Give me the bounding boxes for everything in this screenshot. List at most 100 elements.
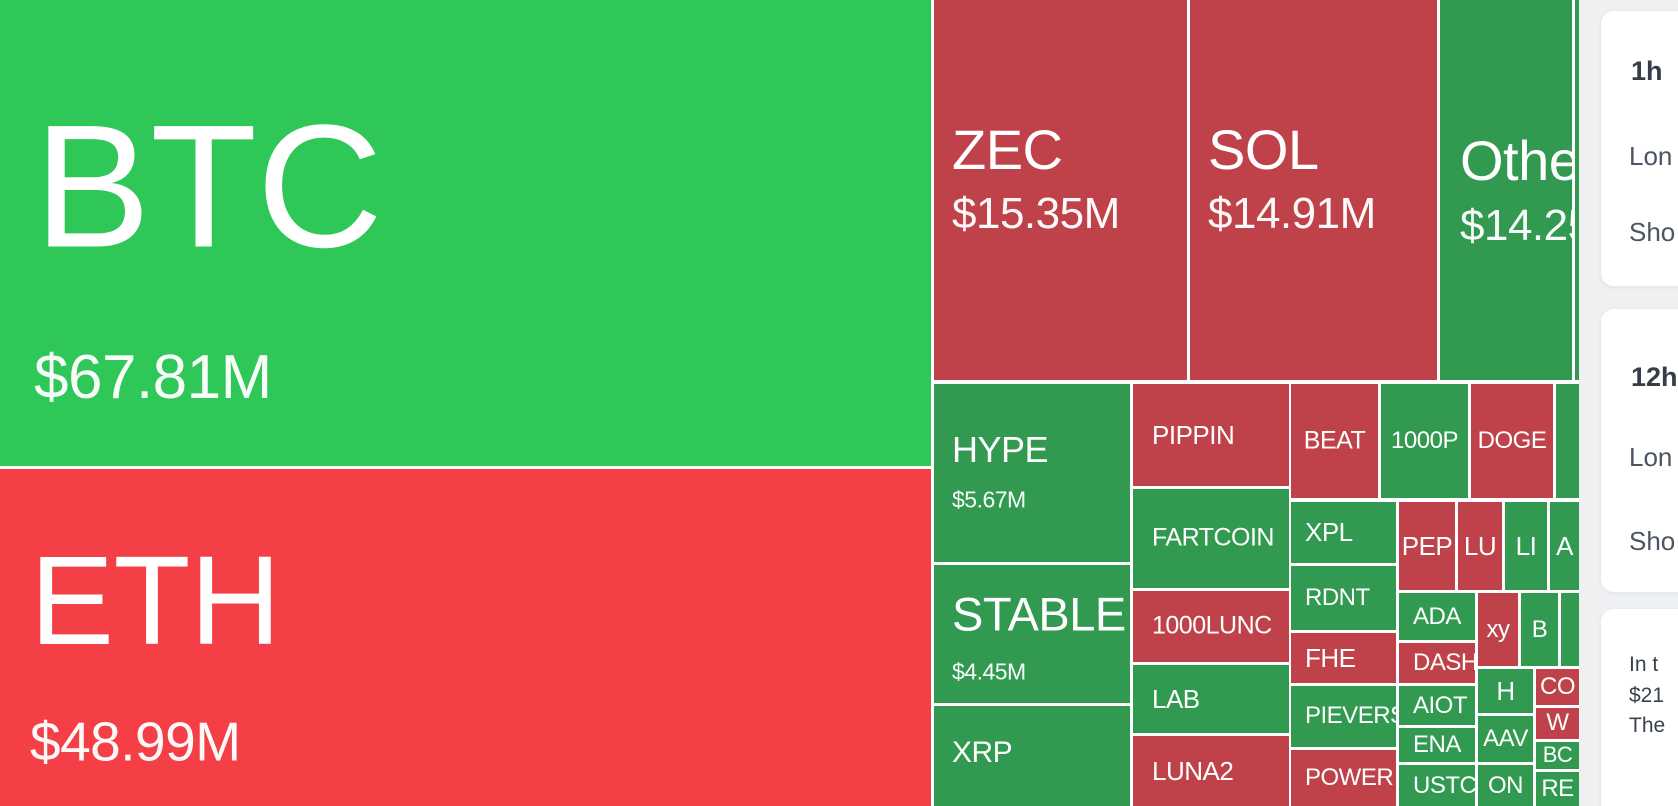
treemap-tile-lab[interactable]: LAB [1133, 665, 1289, 733]
tile-symbol: XPL [1305, 517, 1353, 547]
card-period-label: 12h [1631, 362, 1678, 392]
long-liquidations-label: Lon [1629, 442, 1673, 472]
treemap-tile-fartcoin[interactable]: FARTCOIN [1133, 489, 1289, 588]
treemap-tile-aiot[interactable]: AIOT [1399, 686, 1475, 725]
tile-symbol: H [1496, 676, 1515, 706]
treemap-tile-ustc[interactable]: USTC [1399, 765, 1475, 806]
treemap-tile-xrp[interactable]: XRP [934, 706, 1130, 806]
stats-card-1h: 1h Lon Sho [1600, 10, 1678, 287]
tile-liquidation-value: $67.81M [34, 343, 272, 412]
treemap-tile-ada[interactable]: ADA [1399, 593, 1475, 640]
tile-symbol: W [1546, 709, 1569, 736]
tile-liquidation-value: $4.45M [952, 658, 1026, 685]
tile-liquidation-value: $48.99M [30, 710, 241, 773]
treemap-tile-sol[interactable]: SOL $14.91M [1190, 0, 1437, 380]
treemap-tile-unlabeled-2[interactable] [1556, 384, 1579, 498]
tile-symbol: FARTCOIN [1152, 523, 1274, 552]
tile-symbol: B [1531, 616, 1548, 643]
treemap-tile-stable[interactable]: STABLE $4.45M [934, 565, 1130, 703]
tile-symbol: 1000P [1391, 427, 1458, 454]
tile-symbol: RDNT [1305, 584, 1370, 611]
treemap-tile-h[interactable]: H [1478, 669, 1533, 713]
short-liquidations-label: Sho [1629, 217, 1676, 247]
tile-symbol: POWER [1305, 764, 1394, 791]
tile-symbol: BC [1542, 742, 1573, 767]
tile-liquidation-value: $15.35M [952, 189, 1120, 238]
treemap-tile-lu[interactable]: LU [1458, 502, 1502, 590]
tile-symbol: ETH [30, 530, 281, 671]
treemap-tile-b[interactable]: B [1521, 593, 1558, 666]
treemap-tile-xy[interactable]: xy [1478, 593, 1518, 666]
tile-symbol: DOGE [1477, 427, 1547, 454]
long-liquidations-label: Lon [1629, 141, 1673, 171]
tile-symbol: PIPPIN [1152, 420, 1235, 450]
tile-symbol: AIOT [1413, 692, 1468, 719]
tile-symbol: STABLE [952, 587, 1126, 641]
summary-text-line: $21 [1629, 684, 1665, 707]
tile-symbol: LU [1463, 531, 1497, 561]
tile-symbol: FHE [1305, 643, 1356, 673]
treemap-tile-dash[interactable]: DASH [1399, 643, 1475, 683]
treemap-tile-eth[interactable]: ETH $48.99M [0, 469, 931, 806]
tile-symbol: USTC [1413, 772, 1475, 799]
treemap-tile-rdnt[interactable]: RDNT [1291, 566, 1396, 630]
tile-liquidation-value: $5.67M [952, 486, 1026, 513]
treemap-tile-pep[interactable]: PEP [1399, 502, 1455, 590]
tile-symbol: LUNA2 [1152, 756, 1234, 786]
treemap-tile-re[interactable]: RE [1536, 772, 1579, 806]
tile-symbol: PIEVERS [1305, 702, 1396, 729]
treemap-tile-btc[interactable]: BTC $67.81M [0, 0, 931, 466]
treemap-tile-xpl[interactable]: XPL [1291, 502, 1396, 563]
treemap-tile-pievers[interactable]: PIEVERS [1291, 686, 1396, 747]
stats-card-12h: 12h Lon Sho [1600, 308, 1678, 593]
tile-symbol: ON [1488, 772, 1524, 799]
treemap-tile-unlabeled-1[interactable] [1575, 0, 1579, 380]
treemap-tile-ena[interactable]: ENA [1399, 728, 1475, 762]
treemap-tile-1000lunc[interactable]: 1000LUNC [1133, 591, 1289, 662]
tile-symbol: AAV [1483, 725, 1528, 752]
tile-symbol: LAB [1152, 684, 1200, 714]
treemap-tile-co[interactable]: CO [1536, 669, 1579, 705]
treemap-tile-hype[interactable]: HYPE $5.67M [934, 384, 1130, 562]
summary-text-line: In t [1629, 653, 1659, 676]
treemap-tile-fhe[interactable]: FHE [1291, 633, 1396, 683]
treemap-tile-zec[interactable]: ZEC $15.35M [934, 0, 1187, 380]
treemap-tile-on[interactable]: ON [1478, 765, 1533, 806]
tile-symbol: ZEC [952, 118, 1063, 181]
treemap-tile-other[interactable]: Other $14.25M [1440, 0, 1572, 380]
tile-symbol: ADA [1413, 603, 1461, 630]
tile-symbol: LI [1515, 531, 1537, 561]
treemap-tile-power[interactable]: POWER [1291, 750, 1396, 806]
tile-symbol: A [1556, 531, 1573, 561]
tile-liquidation-value: $14.25M [1460, 201, 1572, 250]
tile-liquidation-value: $14.91M [1208, 189, 1376, 238]
treemap-tile-a[interactable]: A [1550, 502, 1579, 590]
tile-symbol: PEP [1401, 531, 1453, 561]
tile-symbol: BTC [34, 89, 383, 285]
tile-symbol: 1000LUNC [1152, 611, 1272, 640]
treemap-tile-w[interactable]: W [1536, 708, 1579, 739]
short-liquidations-label: Sho [1629, 526, 1676, 556]
treemap-tile-bc[interactable]: BC [1536, 742, 1579, 769]
tile-symbol: XRP [952, 736, 1013, 769]
tile-symbol: BEAT [1303, 426, 1366, 455]
summary-card: In t $21 The [1600, 608, 1678, 806]
tile-symbol: SOL [1208, 118, 1319, 181]
summary-text-line: The [1629, 714, 1666, 737]
tile-symbol: RE [1541, 775, 1574, 802]
treemap-tile-beat[interactable]: BEAT [1291, 384, 1378, 498]
tile-symbol: Other [1460, 129, 1572, 192]
treemap-tile-luna2[interactable]: LUNA2 [1133, 736, 1289, 806]
tile-symbol: ENA [1413, 731, 1461, 758]
treemap-tile-pippin[interactable]: PIPPIN [1133, 384, 1289, 486]
tile-symbol: CO [1540, 673, 1576, 700]
liquidation-treemap: BTC $67.81M ETH $48.99M ZEC $15.35M SOL $14.91M… [0, 0, 1579, 806]
treemap-tile-1000p[interactable]: 1000P [1381, 384, 1468, 498]
tile-symbol: HYPE [952, 429, 1049, 470]
treemap-tile-doge[interactable]: DOGE [1471, 384, 1553, 498]
tile-symbol: DASH [1413, 649, 1475, 676]
treemap-tile-aav[interactable]: AAV [1478, 716, 1533, 762]
treemap-tile-li[interactable]: LI [1505, 502, 1547, 590]
treemap-tile-unlabeled-3[interactable] [1561, 593, 1579, 666]
